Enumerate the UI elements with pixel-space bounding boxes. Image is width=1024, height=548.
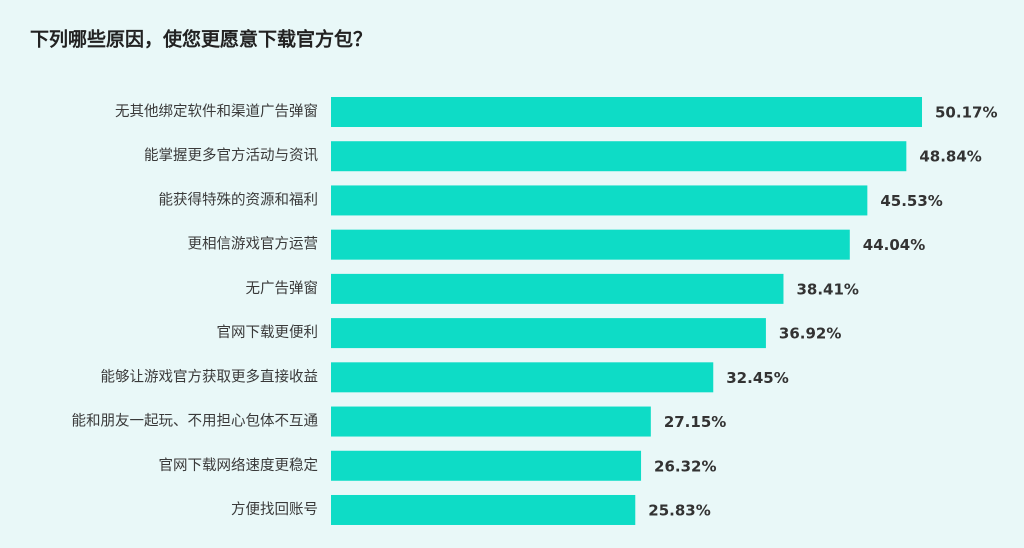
category-label: 能获得特殊的资源和福利	[159, 191, 319, 208]
category-label: 官网下载更便利	[217, 324, 319, 341]
category-label: 能和朋友一起玩、不用担心包体不互通	[72, 413, 319, 430]
chart-title: 下列哪些原因，使您更愿意下载官方包？	[30, 28, 372, 51]
value-label: 26.32%	[654, 457, 716, 475]
value-label: 38.41%	[796, 280, 858, 298]
value-label: 44.04%	[863, 236, 925, 254]
bar	[331, 450, 642, 481]
value-label: 45.53%	[880, 192, 942, 210]
bar	[331, 97, 923, 127]
bar	[331, 273, 784, 304]
category-label: 方便找回账号	[231, 501, 318, 518]
value-label: 32.45%	[726, 369, 788, 387]
bar	[331, 185, 868, 216]
bar	[331, 494, 636, 525]
value-label: 50.17%	[935, 104, 997, 122]
bar	[331, 318, 766, 349]
value-label: 36.92%	[779, 325, 841, 343]
bar	[331, 141, 907, 172]
bar	[331, 362, 714, 393]
category-label: 更相信游戏官方运营	[188, 236, 319, 253]
category-label: 能够让游戏官方获取更多直接收益	[101, 368, 319, 385]
value-label: 48.84%	[919, 148, 981, 166]
value-label: 25.83%	[648, 501, 710, 519]
category-label: 无其他绑定软件和渠道广告弹窗	[115, 102, 318, 120]
category-label: 能掌握更多官方活动与资讯	[144, 147, 318, 164]
category-label: 无广告弹窗	[246, 279, 319, 297]
category-label: 官网下载网络速度更稳定	[159, 457, 319, 474]
bar	[331, 229, 850, 260]
value-label: 27.15%	[664, 413, 726, 431]
bar	[331, 406, 651, 437]
